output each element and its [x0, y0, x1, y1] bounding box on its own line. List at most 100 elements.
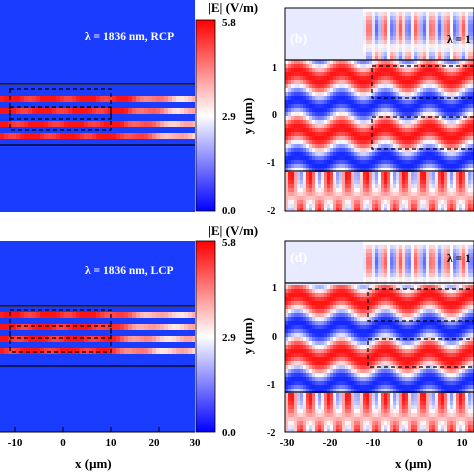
field-cell: [315, 148, 319, 153]
field-cell: [342, 56, 346, 61]
field-cell: [420, 120, 424, 125]
field-cell: [357, 341, 361, 346]
field-cell: [20, 348, 25, 354]
field-cell: [294, 12, 298, 17]
field-cell: [132, 108, 137, 114]
field-cell: [348, 8, 352, 13]
field-cell: [339, 325, 343, 330]
field-cell: [285, 180, 289, 185]
field-cell: [333, 305, 337, 310]
field-cell: [453, 32, 457, 37]
field-cell: [318, 64, 322, 69]
field-cell: [411, 76, 415, 81]
field-cell: [402, 148, 406, 153]
field-cell: [456, 196, 460, 201]
field-cell: [408, 12, 412, 17]
field-cell: [432, 24, 436, 29]
field-cell: [363, 68, 367, 73]
field-cell: [462, 196, 466, 201]
field-cell: [396, 100, 400, 105]
field-cell: [366, 289, 370, 294]
field-cell: [420, 184, 424, 189]
field-cell: [453, 208, 457, 211]
field-cell: [420, 156, 424, 161]
field-cell: [462, 188, 466, 193]
field-cell: [441, 152, 445, 157]
field-cell: [357, 325, 361, 330]
field-cell: [294, 148, 298, 153]
field-cell: [321, 253, 325, 258]
field-cell: [20, 121, 25, 127]
field-cell: [291, 132, 295, 137]
field-cell: [348, 257, 352, 262]
field-cell: [303, 188, 307, 193]
field-cell: [429, 160, 433, 165]
field-cell: [369, 100, 373, 105]
field-cell: [363, 156, 367, 161]
field-cell: [360, 297, 364, 302]
field-cell: [348, 265, 352, 270]
field-cell: [411, 176, 415, 181]
field-cell: [100, 121, 105, 127]
field-cell: [315, 184, 319, 189]
field-cell: [414, 84, 418, 89]
field-cell: [306, 184, 310, 189]
field-cell: [450, 152, 454, 157]
field-cell: [432, 184, 436, 189]
field-cell: [12, 133, 17, 139]
field-cell: [405, 64, 409, 69]
field-cell: [342, 353, 346, 358]
field-cell: [318, 88, 322, 93]
field-cell: [444, 60, 448, 65]
field-cell: [327, 333, 331, 338]
field-cell: [456, 76, 460, 81]
field-cell: [306, 345, 310, 350]
field-cell: [432, 84, 436, 89]
field-cell: [432, 72, 436, 77]
field-cell: [387, 104, 391, 109]
field-cell: [423, 152, 427, 157]
field-cell: [148, 121, 153, 127]
field-cell: [459, 104, 463, 109]
field-cell: [423, 168, 427, 173]
field-cell: [408, 20, 412, 25]
field-cell: [414, 168, 418, 173]
field-cell: [345, 373, 349, 378]
field-cell: [462, 204, 466, 209]
field-cell: [372, 188, 376, 193]
field-cell: [405, 28, 409, 33]
field-cell: [291, 140, 295, 145]
field-cell: [462, 20, 466, 25]
field-cell: [306, 120, 310, 125]
field-cell: [411, 184, 415, 189]
field-cell: [438, 128, 442, 133]
field-cell: [32, 121, 37, 127]
field-cell: [288, 321, 292, 326]
field-cell: [396, 168, 400, 173]
field-cell: [294, 353, 298, 358]
field-cell: [330, 8, 334, 13]
field-cell: [80, 121, 85, 127]
field-cell: [441, 12, 445, 17]
field-cell: [363, 361, 367, 366]
field-cell: [315, 152, 319, 157]
field-cell: [384, 108, 388, 113]
field-cell: [309, 44, 313, 49]
field-cell: [333, 413, 337, 418]
field-cell: [345, 32, 349, 37]
field-cell: [321, 257, 325, 262]
field-cell: [432, 64, 436, 69]
field-cell: [378, 188, 382, 193]
field-cell: [300, 393, 304, 398]
x-tick: 0: [60, 437, 66, 449]
field-cell: [468, 108, 472, 113]
field-cell: [156, 336, 161, 342]
field-cell: [378, 12, 382, 17]
field-cell: [462, 24, 466, 29]
field-cell: [357, 112, 361, 117]
field-cell: [402, 60, 406, 65]
field-cell: [345, 361, 349, 366]
field-cell: [468, 24, 472, 29]
field-cell: [462, 184, 466, 189]
field-cell: [444, 108, 448, 113]
